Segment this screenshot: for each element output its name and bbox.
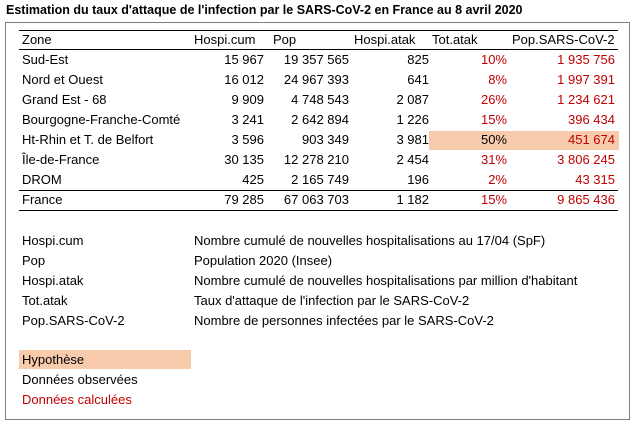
cell-hospi-cum: 9 909	[231, 92, 264, 107]
definition-desc: Taux d'attaque de l'infection par le SAR…	[194, 293, 470, 308]
page-title: Estimation du taux d'attaque de l'infect…	[6, 3, 523, 17]
col-header-hospi-atak: Hospi.atak	[354, 32, 416, 47]
cell-pop: 19 357 565	[283, 52, 349, 67]
cell-zone: France	[22, 192, 63, 207]
cell-tot-atak: 10%	[480, 52, 507, 67]
cell-pop: 24 967 393	[283, 72, 349, 87]
cell-hospi-atak: 3 981	[396, 132, 429, 147]
cell-pop: 4 748 543	[291, 92, 349, 107]
definition-term: Tot.atak	[22, 293, 68, 308]
cell-pop-sars: 1 234 621	[557, 92, 615, 107]
table-total-rule	[19, 190, 618, 191]
cell-tot-atak: 15%	[480, 192, 507, 207]
cell-pop: 2 642 894	[291, 112, 349, 127]
cell-hospi-cum: 425	[242, 172, 264, 187]
cell-tot-atak: 26%	[480, 92, 507, 107]
cell-tot-atak: 50%	[480, 132, 507, 147]
cell-pop: 12 278 210	[283, 152, 349, 167]
col-header-pop: Pop	[273, 32, 297, 47]
definition-desc: Nombre cumulé de nouvelles hospitalisati…	[194, 273, 578, 288]
cell-tot-atak: 31%	[480, 152, 507, 167]
hypothesis-highlight	[429, 131, 619, 150]
cell-zone: Grand Est - 68	[22, 92, 107, 107]
cell-zone: Sud-Est	[22, 52, 69, 67]
cell-pop: 2 165 749	[291, 172, 349, 187]
cell-hospi-cum: 3 241	[231, 112, 264, 127]
cell-hospi-cum: 16 012	[224, 72, 264, 87]
cell-zone: Bourgogne-Franche-Comté	[22, 112, 181, 127]
cell-hospi-cum: 30 135	[224, 152, 264, 167]
cell-pop-sars: 1 935 756	[557, 52, 615, 67]
cell-hospi-atak: 641	[407, 72, 429, 87]
cell-tot-atak: 2%	[488, 172, 507, 187]
cell-pop-sars: 43 315	[575, 172, 615, 187]
cell-tot-atak: 8%	[488, 72, 507, 87]
cell-pop: 903 349	[302, 132, 349, 147]
definition-term: Hospi.atak	[22, 273, 84, 288]
cell-zone: Nord et Ouest	[22, 72, 103, 87]
cell-pop-sars: 396 434	[568, 112, 615, 127]
cell-hospi-atak: 1 182	[396, 192, 429, 207]
table-header-rule	[19, 49, 618, 50]
cell-pop-sars: 451 674	[568, 132, 615, 147]
cell-hospi-atak: 825	[407, 52, 429, 67]
col-header-tot-atak: Tot.atak	[432, 32, 478, 47]
col-header-hospi-cum: Hospi.cum	[194, 32, 256, 47]
col-header-zone: Zone	[22, 32, 52, 47]
cell-tot-atak: 15%	[480, 112, 507, 127]
cell-hospi-atak: 1 226	[396, 112, 429, 127]
legend-calculated: Données calculées	[22, 392, 132, 407]
definition-desc: Population 2020 (Insee)	[194, 253, 333, 268]
definition-desc: Nombre de personnes infectées par le SAR…	[194, 313, 494, 328]
cell-hospi-atak: 196	[407, 172, 429, 187]
cell-hospi-cum: 79 285	[224, 192, 264, 207]
legend-hypothesis: Hypothèse	[22, 352, 85, 367]
cell-pop-sars: 9 865 436	[557, 192, 615, 207]
cell-hospi-cum: 15 967	[224, 52, 264, 67]
content-frame	[5, 22, 630, 420]
cell-zone: Ht-Rhin et T. de Belfort	[22, 132, 154, 147]
table-top-rule	[19, 30, 618, 31]
col-header-pop-sars: Pop.SARS-CoV-2	[512, 32, 615, 47]
legend-observed: Données observées	[22, 372, 138, 387]
cell-hospi-atak: 2 087	[396, 92, 429, 107]
legend-hypothesis-swatch	[19, 350, 191, 369]
cell-pop-sars: 3 806 245	[557, 152, 615, 167]
cell-hospi-cum: 3 596	[231, 132, 264, 147]
definition-term: Pop	[22, 253, 46, 268]
table-bottom-rule	[19, 210, 618, 211]
definition-term: Pop.SARS-CoV-2	[22, 313, 125, 328]
cell-zone: Île-de-France	[22, 152, 100, 167]
definition-term: Hospi.cum	[22, 233, 84, 248]
cell-pop-sars: 1 997 391	[557, 72, 615, 87]
cell-hospi-atak: 2 454	[396, 152, 429, 167]
cell-zone: DROM	[22, 172, 62, 187]
cell-pop: 67 063 703	[283, 192, 349, 207]
definition-desc: Nombre cumulé de nouvelles hospitalisati…	[194, 233, 546, 248]
